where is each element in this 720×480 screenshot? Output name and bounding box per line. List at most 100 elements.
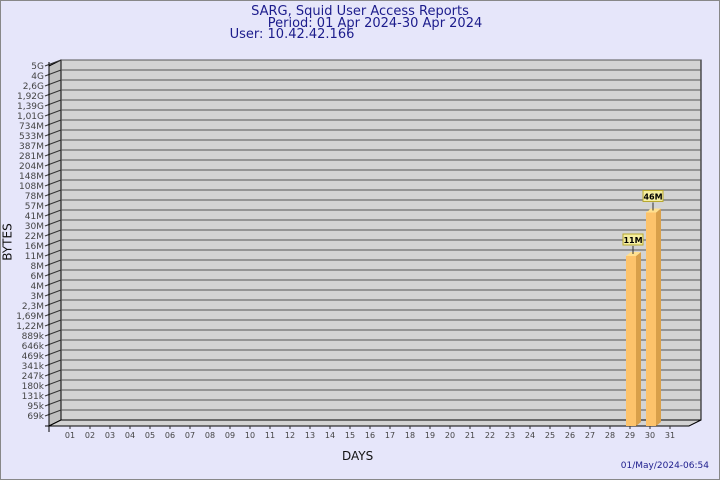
y-tick-label: 533M bbox=[19, 132, 44, 142]
y-tick bbox=[44, 119, 62, 127]
y-tick bbox=[44, 139, 62, 147]
y-tick bbox=[44, 189, 62, 197]
x-tick-label: 16 bbox=[365, 431, 375, 440]
x-tick-label: 01 bbox=[65, 431, 75, 440]
data-label-box bbox=[642, 190, 664, 203]
data-label: 46M bbox=[643, 193, 662, 202]
y-tick-label: 30M bbox=[25, 222, 44, 232]
bar-day-30 bbox=[646, 212, 656, 426]
y-tick-label: 734M bbox=[19, 122, 44, 132]
y-tick-label: 11M bbox=[25, 252, 44, 262]
x-axis-title: DAYS bbox=[342, 449, 374, 463]
x-tick-label: 13 bbox=[305, 431, 315, 440]
y-tick bbox=[44, 89, 62, 97]
x-tick-label: 08 bbox=[205, 431, 215, 440]
y-tick bbox=[44, 319, 62, 327]
x-tick-label: 05 bbox=[145, 431, 155, 440]
y-tick-label: 69k bbox=[27, 412, 44, 422]
y-tick-label: 1,39G bbox=[17, 102, 44, 112]
y-axis-title: BYTES bbox=[0, 223, 15, 261]
y-tick bbox=[44, 79, 62, 87]
x-tick-label: 24 bbox=[525, 431, 535, 440]
y-tick bbox=[44, 69, 62, 77]
x-tick-label: 04 bbox=[125, 431, 135, 440]
y-tick-label: 1,01G bbox=[17, 112, 44, 122]
y-tick bbox=[44, 199, 62, 207]
y-tick-label: 1,69M bbox=[16, 312, 44, 322]
y-tick-label: 108M bbox=[19, 182, 44, 192]
y-tick-label: 1,22M bbox=[16, 322, 44, 332]
y-tick-label: 16M bbox=[25, 242, 44, 252]
x-tick-label: 11 bbox=[265, 431, 275, 440]
y-tick bbox=[44, 409, 62, 417]
y-tick-label: 3M bbox=[31, 292, 45, 302]
y-tick-label: 4M bbox=[31, 282, 45, 292]
y-tick bbox=[44, 349, 62, 357]
period-label: Period: 01 Apr 2024-30 Apr 2024 bbox=[267, 16, 483, 31]
x-tick-label: 14 bbox=[325, 431, 335, 440]
y-tick-label: 6M bbox=[31, 272, 45, 282]
x-tick-label: 30 bbox=[645, 431, 655, 440]
x-tick-label: 25 bbox=[545, 431, 555, 440]
x-tick-label: 31 bbox=[665, 431, 675, 440]
x-tick-label: 22 bbox=[485, 431, 495, 440]
x-tick-label: 20 bbox=[445, 431, 455, 440]
y-tick-label: 57M bbox=[25, 202, 44, 212]
user-label: User: 10.42.42.166 bbox=[229, 27, 355, 42]
y-tick bbox=[44, 99, 62, 107]
x-tick-label: 03 bbox=[105, 431, 115, 440]
y-tick bbox=[44, 399, 62, 407]
y-tick-label: 8M bbox=[31, 262, 45, 272]
y-tick-label: 889k bbox=[22, 332, 45, 342]
y-tick-label: 131k bbox=[22, 392, 45, 402]
y-tick-label: 95k bbox=[27, 402, 44, 412]
y-tick-label: 341k bbox=[22, 362, 45, 372]
y-tick-label: 2,3M bbox=[22, 302, 44, 312]
y-tick bbox=[44, 279, 62, 287]
y-tick bbox=[44, 329, 62, 337]
y-tick-label: 204M bbox=[19, 162, 44, 172]
y-tick-label: 4G bbox=[31, 72, 44, 82]
y-tick bbox=[44, 209, 62, 217]
y-tick-label: 646k bbox=[22, 342, 45, 352]
y-tick bbox=[44, 379, 62, 387]
y-tick-label: 148M bbox=[19, 172, 44, 182]
bar-side-day-29 bbox=[636, 252, 641, 426]
y-tick bbox=[44, 249, 62, 257]
y-tick bbox=[44, 109, 62, 117]
bar-side-day-30 bbox=[656, 208, 661, 426]
y-tick bbox=[44, 369, 62, 377]
y-tick bbox=[44, 159, 62, 167]
data-label: 11M bbox=[623, 236, 642, 245]
y-tick-label: 1,92G bbox=[17, 92, 44, 102]
x-tick-label: 28 bbox=[605, 431, 615, 440]
y-tick bbox=[44, 299, 62, 307]
y-tick bbox=[44, 169, 62, 177]
x-tick-label: 27 bbox=[585, 431, 595, 440]
y-tick bbox=[44, 59, 62, 67]
x-tick-label: 18 bbox=[405, 431, 415, 440]
y-tick bbox=[44, 339, 62, 347]
bar-day-29 bbox=[626, 256, 636, 426]
y-tick-label: 22M bbox=[25, 232, 44, 242]
x-tick-label: 26 bbox=[565, 431, 575, 440]
y-tick-label: 469k bbox=[22, 352, 45, 362]
y-tick-label: 387M bbox=[19, 142, 44, 152]
y-tick bbox=[44, 229, 62, 237]
y-tick-label: 247k bbox=[22, 372, 45, 382]
x-tick-label: 12 bbox=[285, 431, 295, 440]
y-tick-label: 2,6G bbox=[23, 82, 44, 92]
y-tick bbox=[44, 219, 62, 227]
y-tick bbox=[44, 289, 62, 297]
x-tick-label: 21 bbox=[465, 431, 475, 440]
y-tick bbox=[44, 259, 62, 267]
y-tick bbox=[44, 149, 62, 157]
x-tick-label: 23 bbox=[505, 431, 515, 440]
y-tick bbox=[44, 129, 62, 137]
y-tick-label: 41M bbox=[25, 212, 44, 222]
y-tick bbox=[44, 359, 62, 367]
y-tick-label: 281M bbox=[19, 152, 44, 162]
plot-floor bbox=[48, 419, 702, 427]
